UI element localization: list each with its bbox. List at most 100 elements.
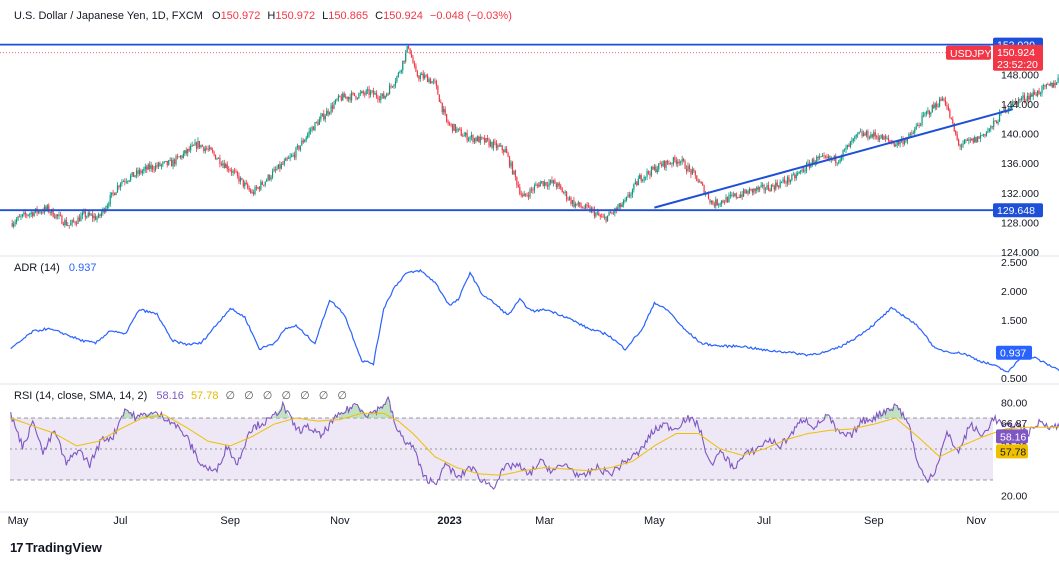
time-axis-label: May bbox=[644, 515, 665, 527]
candle-body bbox=[883, 136, 884, 139]
candle-body bbox=[933, 105, 934, 108]
candle-body bbox=[123, 181, 124, 182]
candle-body bbox=[772, 185, 773, 186]
tradingview-name: TradingView bbox=[25, 540, 101, 555]
candle-body bbox=[72, 220, 73, 223]
candle-body bbox=[962, 144, 963, 146]
candle-body bbox=[276, 169, 277, 170]
candle-body bbox=[440, 102, 441, 103]
candle-body bbox=[1056, 83, 1057, 85]
candle-body bbox=[851, 141, 852, 142]
candle-body bbox=[304, 140, 305, 142]
candle-body bbox=[756, 187, 757, 190]
candle-body bbox=[164, 162, 165, 163]
candle-body bbox=[554, 180, 555, 184]
candle-body bbox=[155, 165, 156, 170]
candle-body bbox=[595, 213, 596, 216]
candle-body bbox=[423, 74, 424, 79]
trendline bbox=[654, 109, 1012, 207]
candle-body bbox=[120, 184, 121, 187]
rsi-ma-legend-value: 57.78 bbox=[191, 390, 219, 402]
candle-body bbox=[911, 134, 912, 135]
candle-body bbox=[853, 139, 854, 141]
candle-body bbox=[998, 122, 999, 124]
candle-body bbox=[765, 190, 766, 191]
candle-body bbox=[153, 169, 154, 170]
hidden-plots-icons[interactable]: ∅ ∅ ∅ ∅ ∅ ∅ ∅ bbox=[226, 390, 350, 402]
candle-body bbox=[212, 150, 213, 152]
candle-body bbox=[584, 208, 585, 209]
candle-body bbox=[693, 169, 694, 171]
adr-title: ADR (14) bbox=[14, 262, 60, 274]
candle-body bbox=[208, 149, 209, 150]
candle-body bbox=[671, 163, 672, 164]
rsi-axis-label: 80.00 bbox=[1001, 398, 1027, 410]
candle-body bbox=[137, 171, 138, 174]
candle-body bbox=[699, 182, 700, 183]
candle-body bbox=[790, 180, 791, 182]
candle-body bbox=[875, 132, 876, 136]
candle-body bbox=[23, 212, 24, 214]
candle-body bbox=[350, 97, 351, 100]
candle-body bbox=[739, 197, 740, 198]
candle-body bbox=[981, 135, 982, 136]
candle-body bbox=[266, 180, 267, 182]
price-axis-label: 136.000 bbox=[1001, 158, 1039, 170]
candle-body bbox=[509, 157, 510, 167]
candle-body bbox=[992, 126, 993, 127]
candle-body bbox=[692, 169, 693, 174]
candle-body bbox=[129, 180, 130, 181]
candle-body bbox=[295, 148, 296, 158]
candle-body bbox=[750, 189, 751, 190]
candle-body bbox=[63, 224, 64, 225]
candle-body bbox=[626, 197, 627, 200]
candle-body bbox=[474, 138, 475, 142]
candle-body bbox=[344, 94, 345, 98]
candle-body bbox=[161, 165, 162, 167]
candle-body bbox=[159, 163, 160, 166]
candle-body bbox=[655, 167, 656, 172]
candle-body bbox=[303, 141, 304, 143]
candle-body bbox=[747, 191, 748, 194]
candle-body bbox=[333, 103, 334, 108]
candle-body bbox=[512, 162, 513, 174]
candle-body bbox=[240, 178, 241, 182]
candle-body bbox=[450, 124, 451, 125]
candle-body bbox=[769, 190, 770, 191]
candle-body bbox=[746, 191, 747, 193]
candle-body bbox=[478, 137, 479, 143]
candle-body bbox=[930, 112, 931, 114]
candle-body bbox=[407, 46, 408, 52]
candle-body bbox=[85, 211, 86, 217]
candle-body bbox=[98, 214, 99, 217]
candle-body bbox=[184, 150, 185, 153]
candle-body bbox=[420, 75, 421, 79]
candle-body bbox=[215, 155, 216, 160]
candle-body bbox=[572, 200, 573, 204]
candle-body bbox=[856, 134, 857, 136]
candle-body bbox=[309, 131, 310, 134]
candle-body bbox=[189, 149, 190, 150]
candle-body bbox=[275, 169, 276, 170]
candle-body bbox=[534, 186, 535, 190]
candle-body bbox=[980, 135, 981, 138]
candle-body bbox=[578, 202, 579, 204]
candle-body bbox=[948, 107, 949, 110]
candle-body bbox=[230, 170, 231, 171]
candle-body bbox=[633, 184, 634, 189]
candle-body bbox=[538, 185, 539, 187]
candle-body bbox=[927, 111, 928, 112]
candle-body bbox=[1040, 93, 1041, 94]
candle-body bbox=[736, 194, 737, 198]
time-axis-label: Sep bbox=[220, 515, 240, 527]
candle-body bbox=[979, 136, 980, 138]
candle-body bbox=[477, 137, 478, 141]
candle-body bbox=[146, 167, 147, 170]
candle-body bbox=[562, 188, 563, 192]
candle-body bbox=[986, 132, 987, 136]
candle-body bbox=[292, 155, 293, 156]
candle-body bbox=[723, 200, 724, 202]
